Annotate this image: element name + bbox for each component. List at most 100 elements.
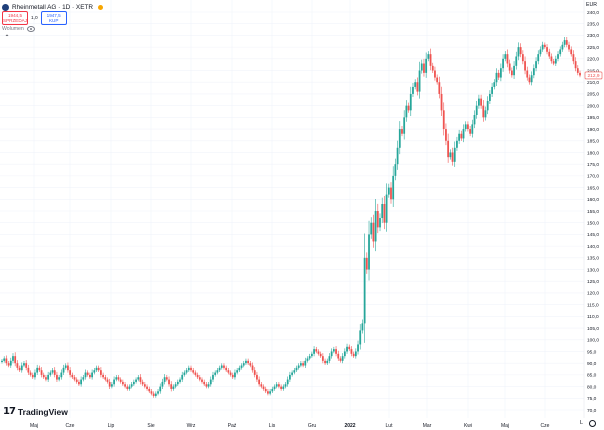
candle-body (119, 379, 122, 382)
candle-body (159, 386, 162, 392)
candle-body (513, 65, 515, 76)
candle-body (495, 72, 498, 83)
y-tick-label: 155,0 (587, 209, 599, 215)
currency-label[interactable]: EUR (586, 2, 597, 8)
candle-body (3, 358, 6, 361)
x-tick-label: 2022 (344, 423, 355, 429)
candle-body (343, 351, 346, 357)
candle-body (130, 384, 133, 387)
gear-icon[interactable] (589, 420, 597, 427)
candle-body (209, 379, 212, 385)
candle-body (396, 147, 399, 165)
candle-body (414, 82, 417, 87)
candlestick-series (1, 37, 581, 398)
last-price-label: 212,9 (587, 73, 599, 79)
candle-body (51, 370, 54, 373)
candle-body (471, 124, 474, 134)
candle-body (20, 365, 23, 371)
y-tick-label: 140,0 (587, 244, 599, 250)
candle-body (499, 68, 502, 78)
candle-body (440, 93, 443, 111)
tradingview-logo[interactable]: 𝟭𝟳 TradingView (3, 406, 68, 417)
candle-body (132, 381, 135, 385)
y-tick-label: 240,0 (587, 10, 599, 16)
candle-body (341, 356, 344, 361)
candle-body (86, 372, 89, 375)
candle-body (319, 353, 322, 357)
y-tick-label: 70,0 (587, 408, 597, 414)
candle-body (310, 353, 313, 357)
y-tick-label: 195,0 (587, 115, 599, 121)
candle-body (38, 367, 41, 371)
candle-body (352, 353, 355, 357)
candle-body (170, 384, 173, 389)
candle-body (541, 44, 544, 50)
candle-body (519, 47, 522, 55)
candle-body (179, 379, 181, 382)
candle-body (297, 365, 300, 368)
candle-body (405, 105, 408, 118)
candle-body (161, 381, 164, 387)
collapse-legend-button[interactable]: ⌃ (2, 33, 12, 41)
candle-body (368, 234, 370, 270)
candle-body (570, 49, 573, 55)
y-tick-label: 175,0 (587, 162, 599, 168)
candle-body (559, 49, 562, 55)
y-tick-label: 90,0 (587, 361, 597, 367)
x-tick-label: Lut (386, 423, 394, 429)
buy-price: 1947,5 (46, 13, 61, 18)
candle-body (363, 257, 366, 324)
brand-name: TradingView (17, 406, 68, 417)
candle-body (418, 70, 421, 92)
candle-body (269, 391, 272, 394)
candle-body (53, 370, 56, 375)
candle-body (154, 393, 157, 396)
candle-body (445, 129, 447, 141)
candle-body (240, 365, 243, 368)
candle-body (104, 377, 107, 380)
candle-body (324, 360, 326, 364)
buy-button[interactable]: 1947,5 KUP (40, 11, 67, 25)
candle-body (535, 61, 537, 69)
candle-body (183, 372, 186, 375)
x-tick-label: Paź (228, 423, 237, 429)
candle-body (315, 349, 318, 352)
y-tick-label: 190,0 (587, 127, 599, 133)
candle-body (113, 379, 115, 385)
symbol-title[interactable]: Rheinmetall AG · 1D · XETR (12, 4, 93, 11)
candle-body (231, 374, 234, 378)
candle-body (128, 386, 131, 389)
candle-body (488, 93, 491, 101)
candle-body (205, 384, 208, 387)
candle-body (434, 70, 436, 78)
candle-body (29, 372, 32, 375)
candle-body (234, 372, 236, 378)
candle-body (361, 323, 364, 331)
x-tick-label: Mar (423, 423, 432, 429)
candle-body (539, 49, 542, 55)
spread-value: 1,0 (31, 15, 38, 21)
candle-body (532, 68, 535, 76)
candle-body (431, 65, 434, 71)
candle-body (456, 140, 458, 148)
candle-body (271, 388, 274, 392)
last-price-marker: 212,9 (584, 71, 603, 80)
candle-body (278, 384, 280, 387)
chevron-up-icon: ⌃ (4, 34, 10, 41)
y-tick-label: 145,0 (587, 232, 599, 238)
candle-body (137, 377, 140, 380)
candle-body (517, 47, 520, 57)
sell-button[interactable]: 1944,5 SPRZEDAJ (2, 11, 28, 25)
candle-body (9, 360, 12, 366)
candle-body (486, 100, 489, 111)
y-tick-label: 225,0 (587, 45, 599, 51)
y-tick-label: 200,0 (587, 103, 599, 109)
candle-body (385, 194, 388, 223)
eye-icon[interactable] (26, 26, 35, 32)
x-tick-label: Maj (30, 423, 38, 429)
candle-body (47, 374, 50, 380)
y-tick-label: 180,0 (587, 150, 599, 156)
log-scale-toggle[interactable]: L (580, 420, 584, 426)
candle-body (392, 175, 395, 200)
